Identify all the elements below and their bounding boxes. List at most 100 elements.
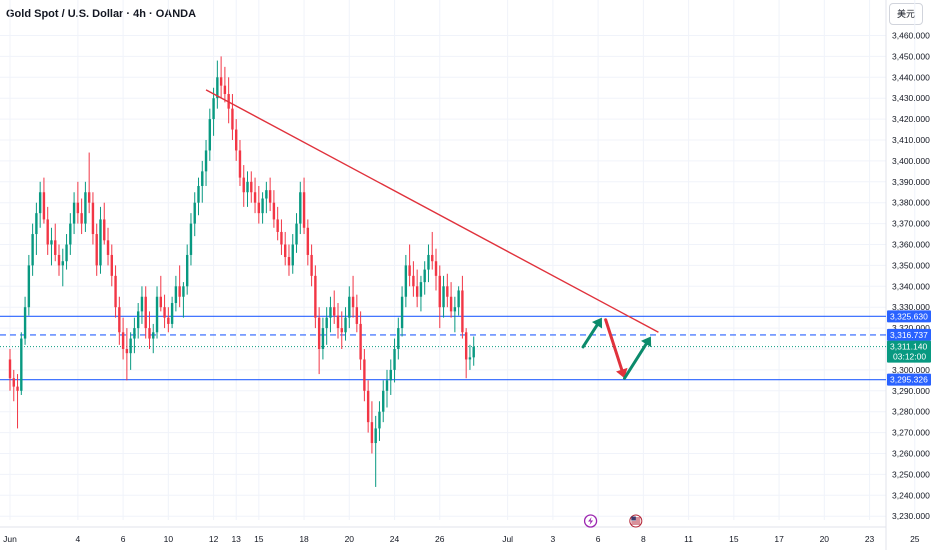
candle <box>472 336 475 366</box>
candle <box>20 332 23 395</box>
candle-body <box>314 275 317 318</box>
candle-body <box>348 296 351 318</box>
candle <box>46 206 49 255</box>
candle <box>50 227 53 266</box>
candle <box>69 213 72 255</box>
us-flag-event-icon[interactable] <box>629 514 643 528</box>
candle <box>170 296 174 329</box>
candle <box>80 198 83 235</box>
candle <box>370 401 374 454</box>
candle <box>314 265 317 329</box>
candle <box>12 369 15 402</box>
candle-body <box>238 150 242 178</box>
candle-body <box>468 357 472 360</box>
candle <box>291 234 294 274</box>
candle-body <box>442 286 445 308</box>
candle-body <box>340 328 343 333</box>
candle <box>280 219 283 255</box>
candle <box>461 275 464 339</box>
projection-arrow-shaft <box>604 318 624 372</box>
candle <box>423 261 426 295</box>
time-tick-label: 18 <box>299 534 309 544</box>
candle-body <box>23 307 27 339</box>
candle <box>359 311 362 370</box>
candle-body <box>231 108 234 130</box>
candle <box>148 311 151 349</box>
candles <box>8 56 475 487</box>
candle-body <box>80 213 83 224</box>
candle <box>163 294 166 329</box>
candle-body <box>121 332 125 349</box>
candle <box>54 223 57 262</box>
projection-arrow-head <box>641 336 652 348</box>
candle <box>340 311 343 349</box>
candle-body <box>140 296 144 312</box>
candle-body <box>393 349 396 370</box>
lightning-event-icon[interactable] <box>583 514 598 528</box>
candle-body <box>400 296 404 329</box>
candle <box>178 265 181 308</box>
candle <box>103 202 106 245</box>
candle-body <box>415 286 419 297</box>
price-axis: 3,460.000 3,450.000 3,440.000 3,430.000 3,42… <box>887 31 931 521</box>
candle-body <box>114 275 117 308</box>
candle-body <box>242 177 245 193</box>
candle <box>238 140 242 186</box>
chart-title: Gold Spot / U.S. Dollar · 4h · OANDA <box>6 8 197 20</box>
candle <box>284 231 287 266</box>
time-tick-label: 23 <box>865 534 875 544</box>
candle-body <box>136 311 140 329</box>
time-tick-label: 15 <box>729 534 739 544</box>
candle-body <box>344 317 347 333</box>
candle <box>317 307 321 375</box>
price-tick-label: 3,340.000 <box>892 281 930 291</box>
price-tick-label: 3,350.000 <box>892 260 930 270</box>
candle-body <box>423 269 426 283</box>
candle <box>246 171 249 207</box>
projection-arrow <box>623 336 652 380</box>
price-tick-label: 3,410.000 <box>892 135 930 145</box>
candle-body <box>35 213 38 235</box>
price-tick-label: 3,280.000 <box>892 407 930 417</box>
candle <box>366 380 370 433</box>
time-tick-label: 24 <box>390 534 400 544</box>
candle <box>310 244 313 287</box>
candle-body <box>46 219 49 245</box>
last-price-badge-bg <box>887 340 931 363</box>
candle-body <box>223 85 227 95</box>
time-tick-label: 11 <box>684 534 693 544</box>
price-tick-label: 3,240.000 <box>892 490 930 500</box>
price-tick-label: 3,290.000 <box>892 386 930 396</box>
candle <box>61 248 64 287</box>
candle-body <box>257 202 261 214</box>
candle <box>268 177 272 212</box>
time-tick-label: 20 <box>820 534 830 544</box>
candle <box>378 401 381 441</box>
candle <box>182 282 185 318</box>
candle <box>76 181 80 224</box>
candle-body <box>76 202 80 214</box>
candle-body <box>204 150 208 172</box>
candle <box>87 152 91 214</box>
candle-body <box>302 192 306 228</box>
candle-body <box>408 265 411 276</box>
candle-body <box>250 181 253 193</box>
price-tick-label: 3,230.000 <box>892 511 930 521</box>
candle-body <box>336 315 340 329</box>
candle <box>136 303 140 339</box>
candle <box>65 234 68 270</box>
candle-body <box>42 192 46 220</box>
candle-body <box>397 328 400 349</box>
candle-body <box>129 338 132 354</box>
candle <box>242 165 245 207</box>
candle-body <box>268 190 272 203</box>
candle-body <box>329 307 332 318</box>
candle-body <box>118 307 121 333</box>
candle <box>374 415 377 487</box>
candle-body <box>265 190 268 199</box>
time-axis: Jun 4 6 10 12 13 15 18 20 24 26 Jul 3 6 8 11 15 17 20 23 25 <box>3 534 920 544</box>
candle-body <box>385 380 389 391</box>
candle-body <box>280 231 283 245</box>
